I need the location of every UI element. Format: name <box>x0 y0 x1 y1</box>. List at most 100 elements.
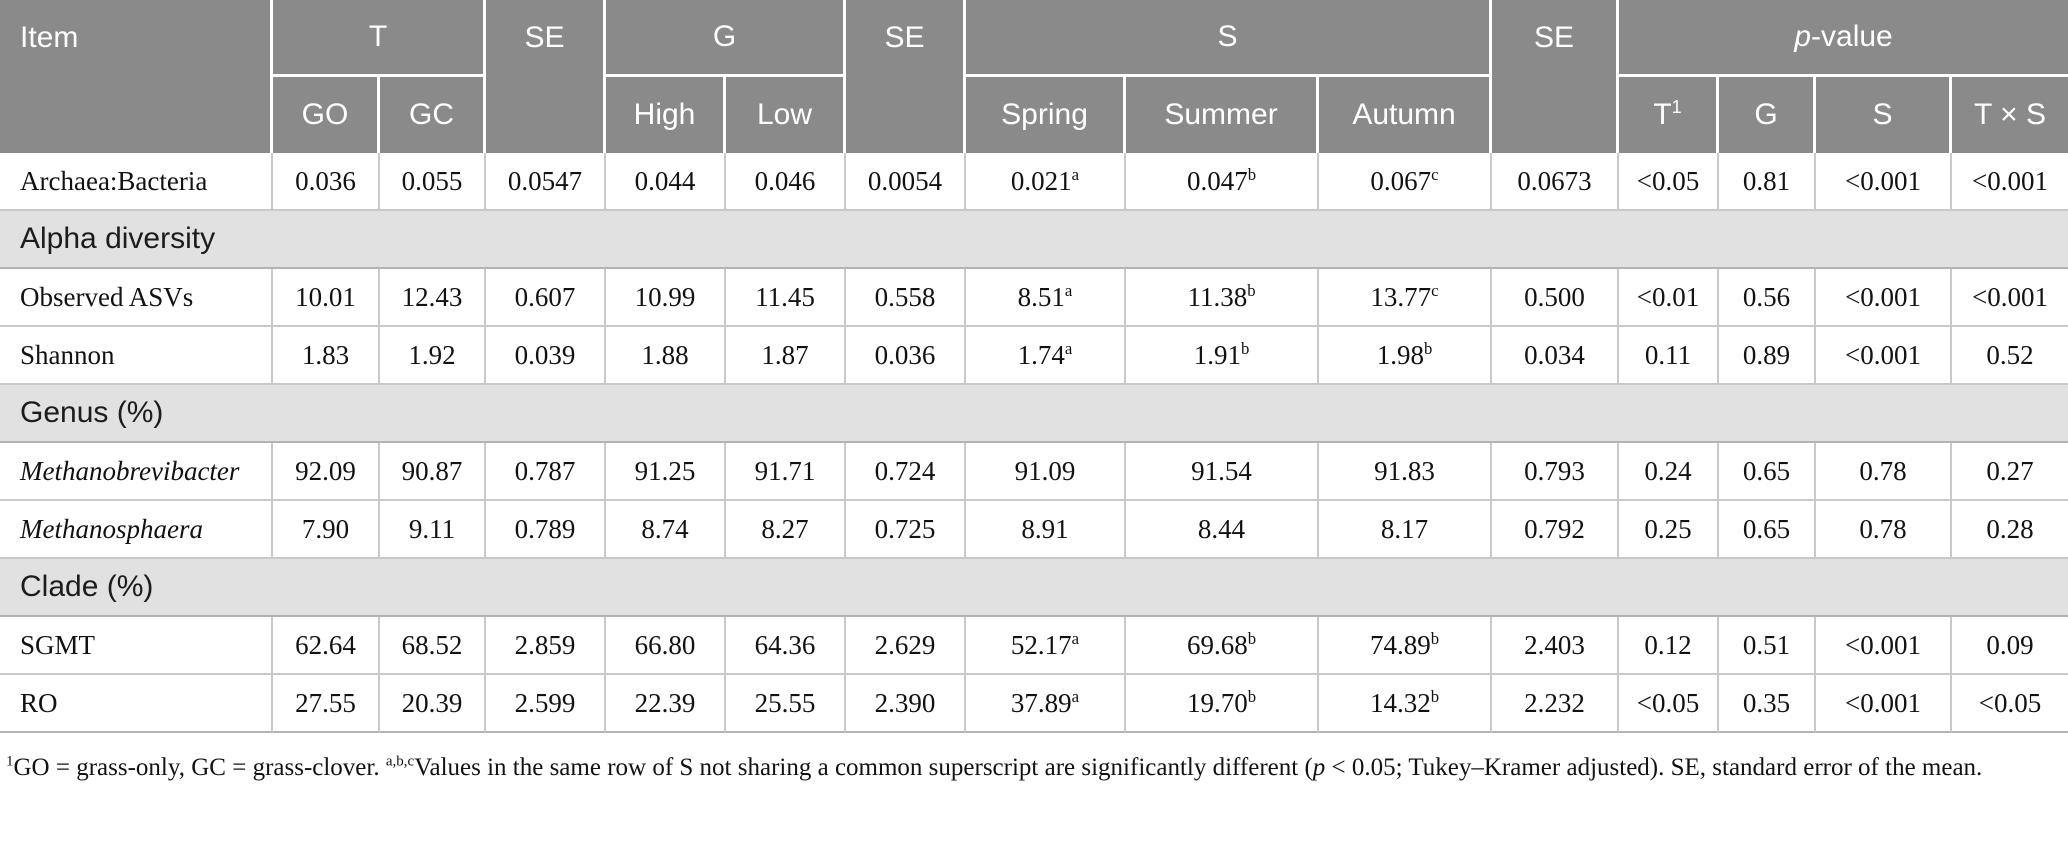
value-cell-se: 0.034 <box>1492 327 1620 385</box>
value-cell-txs: 0.28 <box>1952 501 2068 559</box>
significance-superscript: c <box>1431 280 1439 300</box>
value-cell-go: 92.09 <box>273 443 380 501</box>
header-col-low: Low <box>726 77 847 153</box>
value-cell-gc: 90.87 <box>380 443 487 501</box>
value-cell-high: 10.99 <box>606 269 727 327</box>
value-cell-se: 0.036 <box>846 327 967 385</box>
section-row: Alpha diversity <box>0 211 2068 269</box>
value-cell-txs: 0.27 <box>1952 443 2068 501</box>
significance-superscript: a <box>1071 686 1080 706</box>
value-cell-spring: 0.021a <box>966 153 1127 211</box>
value-cell-go: 62.64 <box>273 617 380 675</box>
value-cell-autumn: 8.17 <box>1319 501 1493 559</box>
header-group-pvalue: p-value <box>1619 0 2068 77</box>
significance-superscript: a <box>1064 280 1073 300</box>
value-cell-se: 0.792 <box>1492 501 1620 559</box>
value-cell-high: 8.74 <box>606 501 727 559</box>
significance-superscript: b <box>1240 338 1250 358</box>
header-col-autumn: Autumn <box>1319 77 1493 153</box>
section-label: Clade (%) <box>0 559 2068 617</box>
value-cell-gc: 0.055 <box>380 153 487 211</box>
value-cell-se: 0.500 <box>1492 269 1620 327</box>
value-cell-s: <0.001 <box>1816 327 1953 385</box>
section-label: Alpha diversity <box>0 211 2068 269</box>
footnote-italic-p: p <box>1312 754 1326 781</box>
value-cell-t1: 0.11 <box>1619 327 1720 385</box>
significance-superscript: b <box>1430 628 1440 648</box>
row-label: Archaea:Bacteria <box>0 153 273 211</box>
value-cell-low: 11.45 <box>726 269 847 327</box>
footnote-superscript: a,b,c <box>385 753 415 770</box>
value-cell-go: 0.036 <box>273 153 380 211</box>
header-se-3: SE <box>1492 0 1620 153</box>
value-cell-s: <0.001 <box>1816 617 1953 675</box>
row-label: RO <box>0 675 273 733</box>
header-row-groups: Item T SE G SE S SE p-value <box>0 0 2068 153</box>
value-cell-se: 0.789 <box>486 501 607 559</box>
header-row-subcolumns: GO GC High Low Spring Summer Autumn T1 G… <box>0 77 2068 153</box>
value-cell-spring: 8.91 <box>966 501 1127 559</box>
results-table: Item T SE G SE S SE p-value GO GC High L… <box>0 0 2068 733</box>
value-cell-se: 0.725 <box>846 501 967 559</box>
value-cell-se: 0.0054 <box>846 153 967 211</box>
header-group-season: S <box>966 0 1493 77</box>
header-col-s: S <box>1816 77 1953 153</box>
value-cell-summer: 1.91b <box>1126 327 1320 385</box>
value-cell-s: <0.001 <box>1816 153 1953 211</box>
footnote: 1GO = grass-only, GC = grass-clover. a,b… <box>0 745 2068 790</box>
footnote-text: Values in the same row of S not sharing … <box>414 754 1313 781</box>
value-cell-summer: 0.047b <box>1126 153 1320 211</box>
table-body: Archaea:Bacteria 0.036 0.055 0.0547 0.044 0.0… <box>0 153 2068 733</box>
row-label: Methanosphaera <box>0 501 273 559</box>
value-cell-spring: 91.09 <box>966 443 1127 501</box>
value-cell-low: 91.71 <box>726 443 847 501</box>
value-cell-g: 0.65 <box>1719 443 1817 501</box>
value-cell-s: <0.001 <box>1816 675 1953 733</box>
value-cell-go: 10.01 <box>273 269 380 327</box>
value-cell-autumn: 1.98b <box>1319 327 1493 385</box>
value-cell-se: 0.039 <box>486 327 607 385</box>
value-cell-se: 0.724 <box>846 443 967 501</box>
value-cell-spring: 52.17a <box>966 617 1127 675</box>
row-label: Observed ASVs <box>0 269 273 327</box>
section-label: Genus (%) <box>0 385 2068 443</box>
value-cell-low: 0.046 <box>726 153 847 211</box>
header-col-txs: T × S <box>1952 77 2068 153</box>
table-row: Methanosphaera 7.90 9.11 0.789 8.74 8.27 0.725… <box>0 501 2068 559</box>
value-cell-se: 0.787 <box>486 443 607 501</box>
value-cell-txs: <0.001 <box>1952 269 2068 327</box>
section-row: Clade (%) <box>0 559 2068 617</box>
header-col-g: G <box>1719 77 1817 153</box>
table-row: Observed ASVs 10.01 12.43 0.607 10.99 11.45 0.… <box>0 269 2068 327</box>
value-cell-s: 0.78 <box>1816 443 1953 501</box>
footnote-superscript: 1 <box>6 753 14 770</box>
row-label: Shannon <box>0 327 273 385</box>
value-cell-se: 2.629 <box>846 617 967 675</box>
value-cell-high: 22.39 <box>606 675 727 733</box>
value-cell-t1: 0.25 <box>1619 501 1720 559</box>
section-row: Genus (%) <box>0 385 2068 443</box>
value-cell-summer: 91.54 <box>1126 443 1320 501</box>
value-cell-low: 64.36 <box>726 617 847 675</box>
header-col-high: High <box>606 77 727 153</box>
value-cell-low: 1.87 <box>726 327 847 385</box>
value-cell-g: 0.56 <box>1719 269 1817 327</box>
value-cell-se: 2.390 <box>846 675 967 733</box>
header-group-genotype: G <box>606 0 847 77</box>
header-col-gc: GC <box>380 77 487 153</box>
value-cell-autumn: 0.067c <box>1319 153 1493 211</box>
significance-superscript: b <box>1430 686 1440 706</box>
value-cell-spring: 37.89a <box>966 675 1127 733</box>
value-cell-g: 0.65 <box>1719 501 1817 559</box>
value-cell-summer: 11.38b <box>1126 269 1320 327</box>
footnote-text: GO = grass-only, GC = grass-clover. <box>13 754 386 781</box>
value-cell-t1: <0.05 <box>1619 675 1720 733</box>
value-cell-s: <0.001 <box>1816 269 1953 327</box>
header-col-spring: Spring <box>966 77 1127 153</box>
significance-superscript: a <box>1064 338 1073 358</box>
value-cell-t1: 0.24 <box>1619 443 1720 501</box>
value-cell-g: 0.51 <box>1719 617 1817 675</box>
significance-superscript: a <box>1071 164 1080 184</box>
value-cell-txs: 0.52 <box>1952 327 2068 385</box>
